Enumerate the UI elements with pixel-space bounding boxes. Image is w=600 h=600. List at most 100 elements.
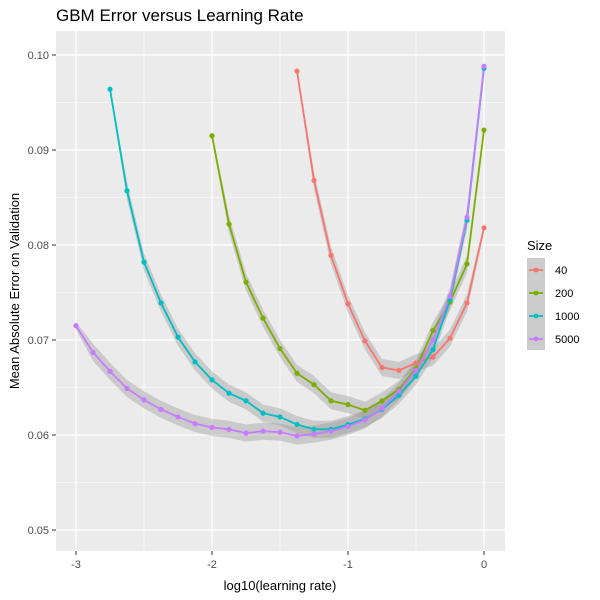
y-tick-label: 0.09	[28, 145, 49, 157]
data-point-1000	[447, 297, 453, 303]
data-point-5000	[73, 323, 79, 329]
data-point-5000	[243, 430, 249, 436]
data-point-40	[328, 252, 334, 259]
data-point-200	[345, 402, 351, 408]
data-point-1000	[277, 414, 283, 420]
data-point-200	[294, 370, 300, 376]
y-tick-label: 0.07	[28, 335, 49, 347]
data-point-40	[311, 177, 317, 183]
legend-key-point-5000	[533, 336, 539, 342]
data-point-5000	[175, 414, 181, 420]
data-point-40	[294, 68, 300, 74]
data-point-1000	[413, 373, 419, 379]
legend-label-200: 200	[555, 288, 573, 300]
series-points	[73, 63, 487, 439]
data-point-5000	[481, 63, 487, 69]
data-point-5000	[107, 368, 113, 374]
data-point-1000	[294, 421, 300, 428]
data-point-5000	[464, 214, 470, 221]
data-point-200	[243, 279, 249, 285]
confidence-band-200	[212, 126, 484, 419]
data-point-40	[464, 300, 470, 306]
data-point-5000	[447, 293, 453, 299]
data-point-1000	[124, 188, 130, 194]
data-point-5000	[430, 337, 436, 343]
y-tick-label: 0.08	[28, 240, 49, 252]
data-point-5000	[311, 431, 317, 437]
data-point-200	[260, 315, 266, 321]
data-point-1000	[141, 259, 147, 265]
data-point-5000	[328, 428, 334, 434]
data-point-1000	[209, 377, 215, 383]
legend-label-5000: 5000	[555, 334, 579, 346]
plot-panel	[56, 31, 505, 551]
gridlines	[56, 31, 505, 551]
x-tick-label: -3	[71, 559, 81, 571]
data-point-5000	[413, 367, 419, 373]
data-point-1000	[192, 359, 198, 365]
data-point-40	[413, 360, 419, 366]
data-point-40	[345, 301, 351, 307]
data-point-5000	[90, 349, 96, 355]
data-point-1000	[158, 300, 164, 306]
y-tick-label: 0.10	[28, 50, 49, 62]
x-tick-label: -2	[207, 559, 217, 571]
x-tick-label: 0	[481, 559, 487, 571]
data-point-200	[209, 133, 215, 139]
data-point-5000	[141, 397, 147, 403]
data-point-40	[447, 335, 453, 341]
data-point-40	[430, 354, 436, 360]
legend-key-point-200	[533, 290, 539, 296]
data-point-5000	[209, 424, 215, 430]
y-tick-label: 0.06	[28, 430, 49, 442]
series-line-40	[296, 71, 485, 372]
axes: -3 -2 -1 0 0.05 0.06 0.07 0.08 0.09 0.10	[28, 50, 487, 571]
data-point-40	[379, 364, 385, 371]
data-point-5000	[277, 429, 283, 435]
data-point-200	[481, 127, 487, 133]
data-point-200	[277, 345, 283, 352]
legend: Size 40 200 1000 5000	[527, 238, 579, 350]
chart-title: GBM Error versus Learning Rate	[56, 6, 304, 25]
data-point-5000	[158, 406, 164, 412]
data-point-5000	[226, 426, 232, 432]
data-point-5000	[396, 388, 402, 394]
data-point-200	[226, 221, 232, 227]
legend-title: Size	[527, 238, 552, 253]
legend-label-40: 40	[555, 265, 567, 277]
legend-key-background	[527, 258, 545, 350]
y-tick-label: 0.05	[28, 525, 49, 537]
data-point-40	[362, 338, 368, 344]
x-tick-label: -1	[343, 559, 353, 571]
data-point-5000	[124, 385, 130, 392]
x-axis-label: log10(learning rate)	[224, 578, 337, 593]
data-point-40	[481, 225, 487, 231]
data-point-200	[311, 382, 317, 388]
data-point-1000	[175, 334, 181, 340]
confidence-bands	[76, 62, 484, 445]
data-point-200	[464, 261, 470, 267]
data-point-1000	[311, 426, 317, 432]
data-point-1000	[396, 392, 402, 398]
data-point-200	[430, 327, 436, 334]
data-point-5000	[260, 428, 266, 434]
data-point-1000	[243, 398, 249, 404]
data-point-1000	[226, 390, 232, 396]
legend-key-point-1000	[533, 313, 539, 319]
data-point-1000	[430, 346, 436, 353]
data-point-5000	[345, 423, 351, 430]
legend-key-point-40	[533, 267, 539, 273]
data-point-200	[379, 398, 385, 404]
data-point-1000	[260, 410, 266, 416]
data-point-5000	[192, 421, 198, 427]
legend-label-1000: 1000	[555, 311, 579, 323]
data-point-40	[396, 367, 402, 373]
data-point-200	[362, 407, 368, 413]
data-point-200	[328, 398, 334, 404]
data-point-5000	[362, 417, 368, 423]
data-point-5000	[379, 405, 385, 411]
data-point-1000	[107, 86, 113, 92]
y-axis-label: Mean Absolute Error on Validation	[7, 193, 22, 389]
data-point-5000	[294, 433, 300, 439]
